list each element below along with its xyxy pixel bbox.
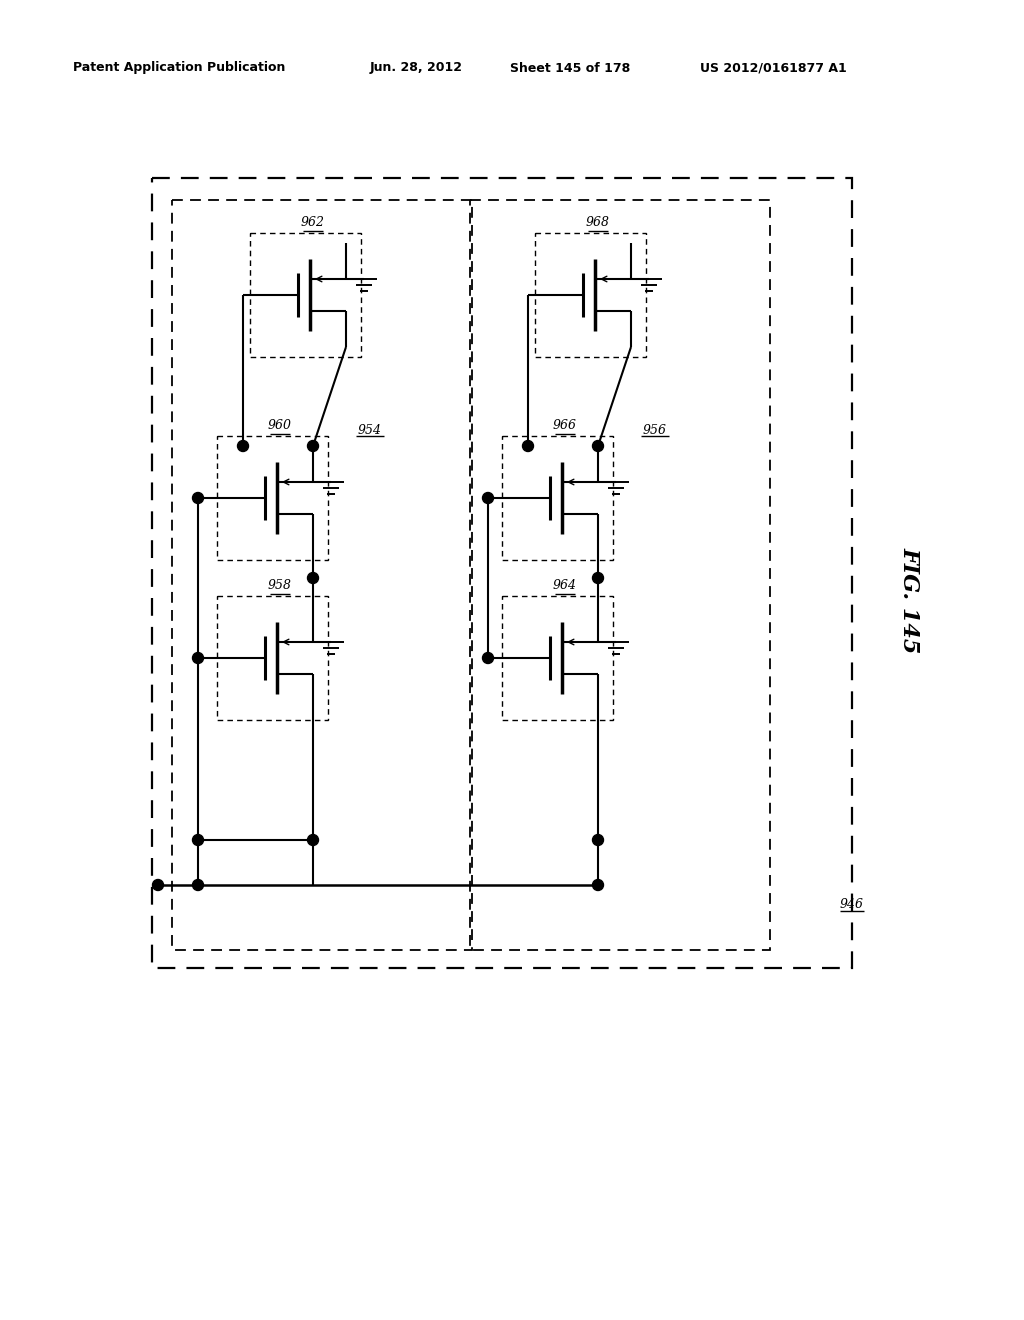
Circle shape [238,441,249,451]
Bar [502,597,613,719]
Text: 946: 946 [840,899,864,912]
Circle shape [193,492,204,503]
Text: 960: 960 [268,418,292,432]
Circle shape [522,441,534,451]
Circle shape [307,441,318,451]
Bar [535,234,646,356]
Text: 958: 958 [268,579,292,591]
Bar [502,436,613,560]
Text: 964: 964 [553,579,577,591]
Circle shape [593,573,603,583]
Text: 954: 954 [358,424,382,437]
Circle shape [307,834,318,846]
Bar [172,201,472,950]
Circle shape [593,441,603,451]
Text: US 2012/0161877 A1: US 2012/0161877 A1 [700,62,847,74]
Circle shape [593,834,603,846]
Text: 962: 962 [301,216,325,228]
Text: FIG. 145: FIG. 145 [899,546,921,653]
Circle shape [482,652,494,664]
Text: 968: 968 [586,216,610,228]
Circle shape [193,834,204,846]
Circle shape [482,492,494,503]
Text: 956: 956 [643,424,667,437]
Bar [217,436,328,560]
Circle shape [307,573,318,583]
Circle shape [593,879,603,891]
Bar [470,201,770,950]
Circle shape [153,879,164,891]
Circle shape [193,652,204,664]
Text: Sheet 145 of 178: Sheet 145 of 178 [510,62,630,74]
Bar [217,597,328,719]
Bar [152,178,852,968]
Bar [250,234,361,356]
Text: Patent Application Publication: Patent Application Publication [73,62,286,74]
Text: Jun. 28, 2012: Jun. 28, 2012 [370,62,463,74]
Circle shape [193,879,204,891]
Text: 966: 966 [553,418,577,432]
